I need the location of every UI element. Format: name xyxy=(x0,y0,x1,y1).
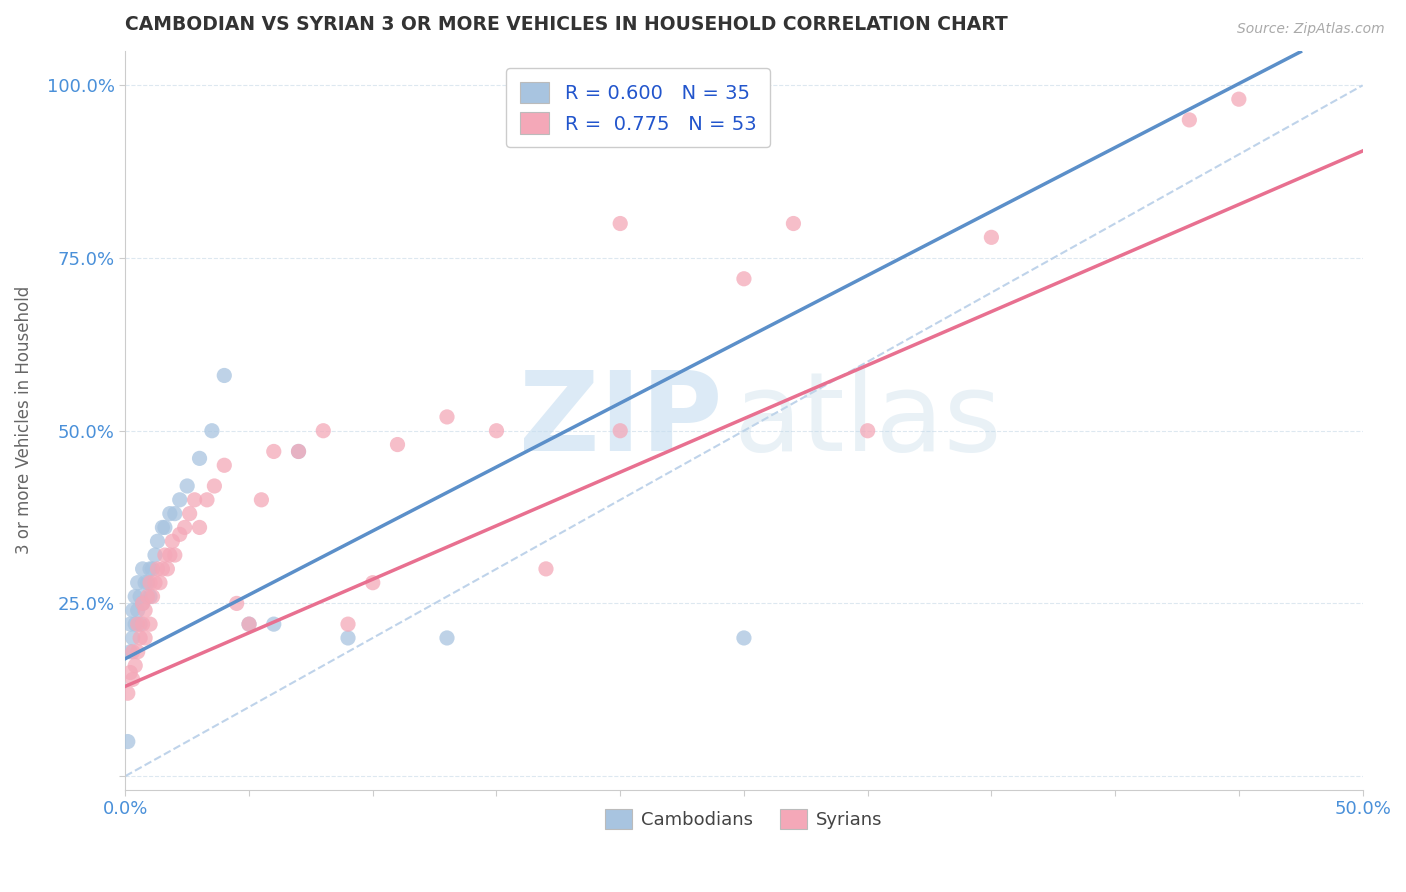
Point xyxy=(124,658,146,673)
Point xyxy=(136,575,159,590)
Point xyxy=(361,575,384,590)
Point xyxy=(121,631,143,645)
Point xyxy=(153,520,176,534)
Point xyxy=(1227,92,1250,106)
Text: CAMBODIAN VS SYRIAN 3 OR MORE VEHICLES IN HOUSEHOLD CORRELATION CHART: CAMBODIAN VS SYRIAN 3 OR MORE VEHICLES I… xyxy=(125,15,1008,34)
Point xyxy=(387,437,409,451)
Point xyxy=(121,645,143,659)
Point xyxy=(141,590,163,604)
Point xyxy=(163,507,186,521)
Point xyxy=(120,617,142,632)
Point xyxy=(782,217,804,231)
Point xyxy=(146,534,169,549)
Point xyxy=(120,665,142,680)
Point xyxy=(188,520,211,534)
Point xyxy=(131,617,153,632)
Point xyxy=(146,562,169,576)
Point xyxy=(143,575,166,590)
Point xyxy=(733,272,755,286)
Point xyxy=(238,617,260,632)
Point xyxy=(159,548,181,562)
Point xyxy=(238,617,260,632)
Point xyxy=(163,548,186,562)
Point xyxy=(225,596,247,610)
Point xyxy=(169,527,191,541)
Point xyxy=(134,603,156,617)
Point xyxy=(485,424,508,438)
Point xyxy=(312,424,335,438)
Text: ZIP: ZIP xyxy=(519,367,721,474)
Point xyxy=(436,631,458,645)
Point xyxy=(159,507,181,521)
Y-axis label: 3 or more Vehicles in Household: 3 or more Vehicles in Household xyxy=(15,286,32,555)
Point xyxy=(152,520,174,534)
Point xyxy=(127,575,149,590)
Point xyxy=(153,548,176,562)
Point xyxy=(263,444,285,458)
Point xyxy=(117,734,139,748)
Point xyxy=(127,603,149,617)
Point xyxy=(980,230,1002,244)
Point xyxy=(337,617,360,632)
Point xyxy=(121,673,143,687)
Point xyxy=(156,562,179,576)
Point xyxy=(534,562,557,576)
Point xyxy=(131,562,153,576)
Point xyxy=(139,562,162,576)
Point xyxy=(141,562,163,576)
Point xyxy=(609,217,631,231)
Text: Source: ZipAtlas.com: Source: ZipAtlas.com xyxy=(1237,22,1385,37)
Point xyxy=(195,492,218,507)
Point xyxy=(250,492,273,507)
Point xyxy=(120,645,142,659)
Point xyxy=(127,645,149,659)
Point xyxy=(124,590,146,604)
Point xyxy=(263,617,285,632)
Point xyxy=(139,590,162,604)
Point xyxy=(136,590,159,604)
Point xyxy=(117,686,139,700)
Text: atlas: atlas xyxy=(734,367,1002,474)
Point xyxy=(129,617,152,632)
Legend: Cambodians, Syrians: Cambodians, Syrians xyxy=(598,802,890,837)
Point xyxy=(856,424,879,438)
Point xyxy=(173,520,195,534)
Point xyxy=(287,444,309,458)
Point xyxy=(131,596,153,610)
Point xyxy=(143,548,166,562)
Point xyxy=(149,575,172,590)
Point xyxy=(436,409,458,424)
Point xyxy=(124,617,146,632)
Point xyxy=(183,492,205,507)
Point xyxy=(139,575,162,590)
Point xyxy=(162,534,184,549)
Point xyxy=(287,444,309,458)
Point xyxy=(127,617,149,632)
Point xyxy=(121,603,143,617)
Point xyxy=(179,507,201,521)
Point xyxy=(139,617,162,632)
Point xyxy=(134,631,156,645)
Point xyxy=(1178,112,1201,127)
Point xyxy=(134,575,156,590)
Point xyxy=(188,451,211,466)
Point xyxy=(176,479,198,493)
Point xyxy=(733,631,755,645)
Point xyxy=(152,562,174,576)
Point xyxy=(609,424,631,438)
Point xyxy=(131,596,153,610)
Point xyxy=(129,631,152,645)
Point xyxy=(214,368,236,383)
Point xyxy=(337,631,360,645)
Point xyxy=(214,458,236,473)
Point xyxy=(202,479,225,493)
Point xyxy=(129,590,152,604)
Point xyxy=(201,424,224,438)
Point xyxy=(169,492,191,507)
